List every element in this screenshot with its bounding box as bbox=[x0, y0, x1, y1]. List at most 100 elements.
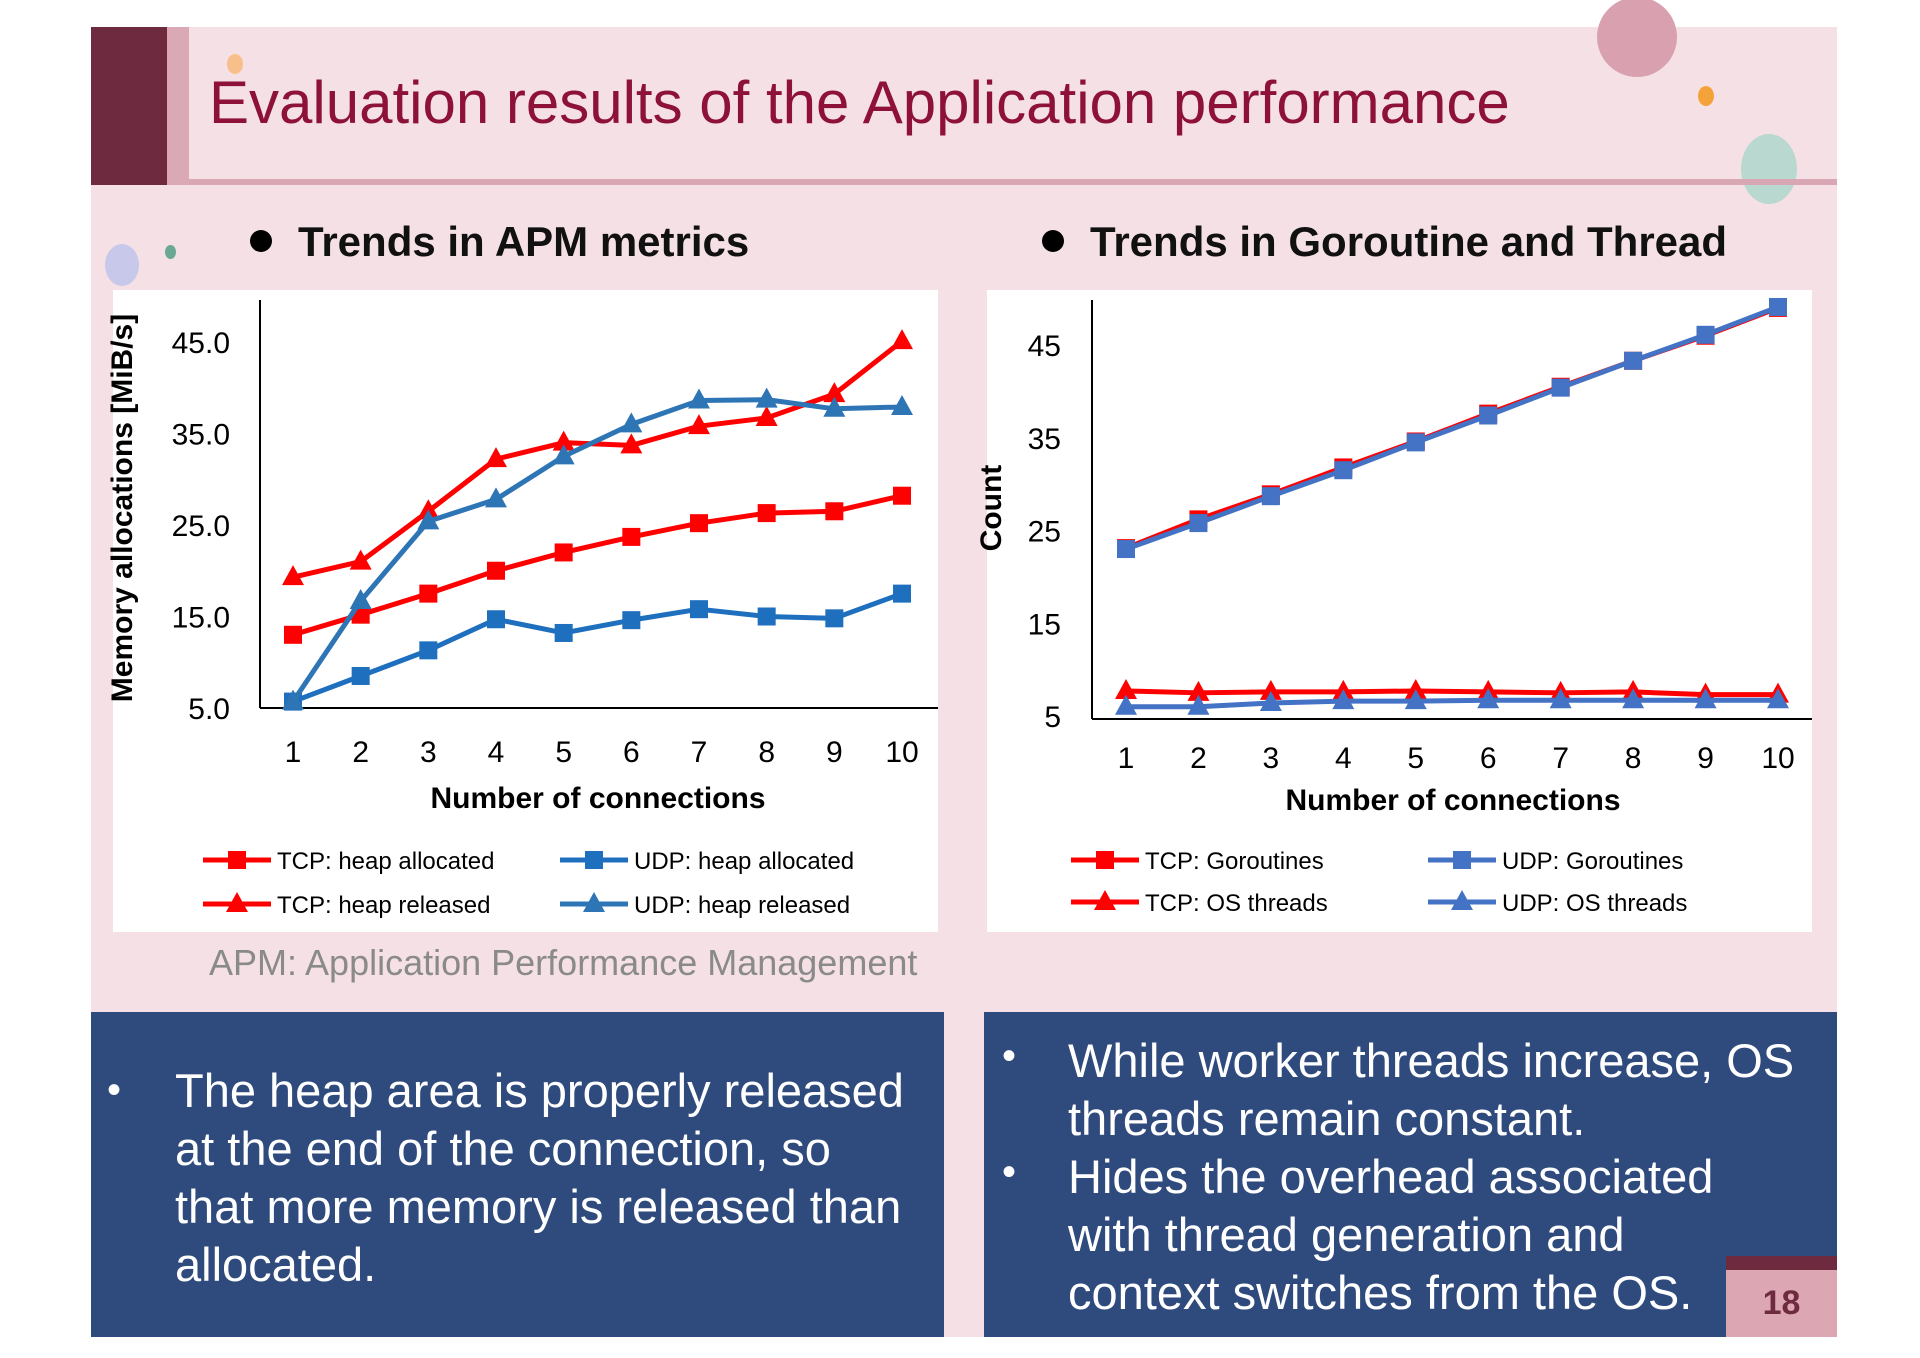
series-line bbox=[1125, 688, 1778, 698]
decor-circle bbox=[105, 244, 139, 286]
data-point bbox=[284, 625, 302, 644]
data-point bbox=[1187, 680, 1210, 701]
data-point bbox=[1696, 325, 1715, 344]
legend-label: TCP: Goroutines bbox=[1145, 848, 1324, 875]
x-tick-label: 9 bbox=[826, 736, 843, 769]
data-point bbox=[554, 543, 573, 562]
data-point bbox=[1477, 688, 1500, 709]
data-point bbox=[891, 394, 913, 415]
data-point bbox=[891, 329, 913, 350]
data-point bbox=[1406, 433, 1425, 452]
legend-marker bbox=[1094, 890, 1116, 910]
data-point bbox=[554, 623, 573, 642]
decor-dot bbox=[165, 245, 176, 259]
series-line bbox=[1126, 697, 1778, 710]
data-point bbox=[825, 609, 844, 628]
data-point bbox=[485, 487, 507, 508]
data-point bbox=[1694, 688, 1717, 709]
data-point bbox=[1334, 461, 1353, 480]
data-point bbox=[1332, 689, 1355, 710]
legend-label: UDP: Goroutines bbox=[1502, 848, 1683, 875]
x-tick-label: 9 bbox=[1697, 742, 1714, 775]
page-number-accent bbox=[1726, 1256, 1837, 1270]
x-axis-label: Number of connections bbox=[430, 782, 765, 815]
data-point bbox=[825, 502, 844, 521]
bullet-line: allocated. bbox=[175, 1238, 377, 1291]
data-point bbox=[419, 584, 438, 603]
legend-label: TCP: heap released bbox=[277, 892, 490, 919]
legend-label: UDP: OS threads bbox=[1502, 890, 1687, 917]
data-point bbox=[823, 396, 846, 417]
heading-text: Trends in APM metrics bbox=[298, 218, 750, 265]
bullet-dot-icon bbox=[250, 229, 272, 252]
y-tick-label: 15.0 bbox=[172, 602, 230, 635]
data-point bbox=[622, 527, 641, 546]
bullet-line: Hides the overhead associated bbox=[1068, 1150, 1714, 1203]
data-point bbox=[755, 387, 778, 408]
data-point bbox=[351, 666, 370, 685]
data-point bbox=[282, 689, 304, 710]
page-number: 18 bbox=[1726, 1270, 1837, 1337]
bullet-line: with thread generation and bbox=[1068, 1208, 1625, 1261]
legend-marker bbox=[583, 892, 605, 912]
bullet-line: context switches from the OS. bbox=[1068, 1266, 1693, 1319]
y-tick-label: 45 bbox=[1028, 330, 1061, 363]
series-line bbox=[292, 591, 903, 704]
data-point bbox=[1622, 688, 1645, 709]
x-tick-label: 8 bbox=[1625, 742, 1642, 775]
y-tick-label: 35 bbox=[1028, 423, 1061, 456]
data-point bbox=[688, 414, 710, 435]
x-tick-label: 10 bbox=[1761, 742, 1794, 775]
legend-label: UDP: heap released bbox=[634, 892, 850, 919]
data-point bbox=[1551, 378, 1570, 397]
data-point bbox=[620, 433, 643, 454]
x-tick-label: 10 bbox=[885, 736, 918, 769]
legend-label: UDP: heap allocated bbox=[634, 848, 854, 875]
data-point bbox=[757, 504, 776, 523]
data-point bbox=[690, 600, 708, 619]
x-tick-label: 4 bbox=[1335, 742, 1352, 775]
data-point bbox=[893, 486, 911, 505]
legend-marker bbox=[228, 851, 246, 869]
legend-marker bbox=[1453, 851, 1471, 869]
data-point bbox=[1404, 678, 1427, 699]
bullet-line: that more memory is released than bbox=[175, 1180, 902, 1233]
data-point bbox=[690, 514, 708, 533]
heading-text: Trends in Goroutine and Thread bbox=[1090, 218, 1728, 265]
data-point bbox=[757, 607, 776, 626]
y-axis-label: Count bbox=[975, 465, 1008, 552]
data-point bbox=[419, 641, 438, 660]
data-point bbox=[1259, 691, 1282, 712]
bullet-line: threads remain constant. bbox=[1068, 1092, 1586, 1145]
data-point bbox=[893, 584, 911, 603]
x-tick-label: 7 bbox=[691, 736, 708, 769]
data-point bbox=[552, 430, 575, 451]
right-chart-panel bbox=[987, 290, 1812, 932]
data-point bbox=[487, 610, 505, 629]
decor-circle bbox=[1741, 134, 1797, 204]
slide-title: Evaluation results of the Application pe… bbox=[209, 69, 1510, 136]
legend-label: TCP: heap allocated bbox=[277, 848, 494, 875]
x-tick-label: 8 bbox=[758, 736, 775, 769]
y-tick-label: 25 bbox=[1028, 516, 1061, 549]
header-divider bbox=[189, 179, 1837, 185]
x-tick-label: 1 bbox=[1118, 742, 1135, 775]
x-axis-label: Number of connections bbox=[1285, 784, 1620, 817]
y-tick-label: 45.0 bbox=[172, 327, 230, 360]
data-point bbox=[622, 611, 641, 630]
bullet-line: at the end of the connection, so bbox=[175, 1122, 831, 1175]
left-chart-panel bbox=[113, 290, 938, 932]
data-point bbox=[349, 549, 372, 570]
bullet-dot-icon bbox=[1042, 229, 1064, 252]
data-point bbox=[688, 388, 710, 409]
x-tick-label: 6 bbox=[623, 736, 640, 769]
data-point bbox=[1767, 688, 1789, 709]
x-tick-label: 2 bbox=[1190, 742, 1207, 775]
right-summary-box: • While worker threads increase, OS thre… bbox=[984, 1012, 1837, 1337]
decor-dot bbox=[227, 54, 243, 74]
y-tick-label: 5.0 bbox=[188, 693, 230, 726]
data-point bbox=[1404, 689, 1427, 710]
series-line bbox=[292, 339, 904, 580]
data-point bbox=[1549, 688, 1572, 709]
legend-marker bbox=[226, 892, 248, 912]
